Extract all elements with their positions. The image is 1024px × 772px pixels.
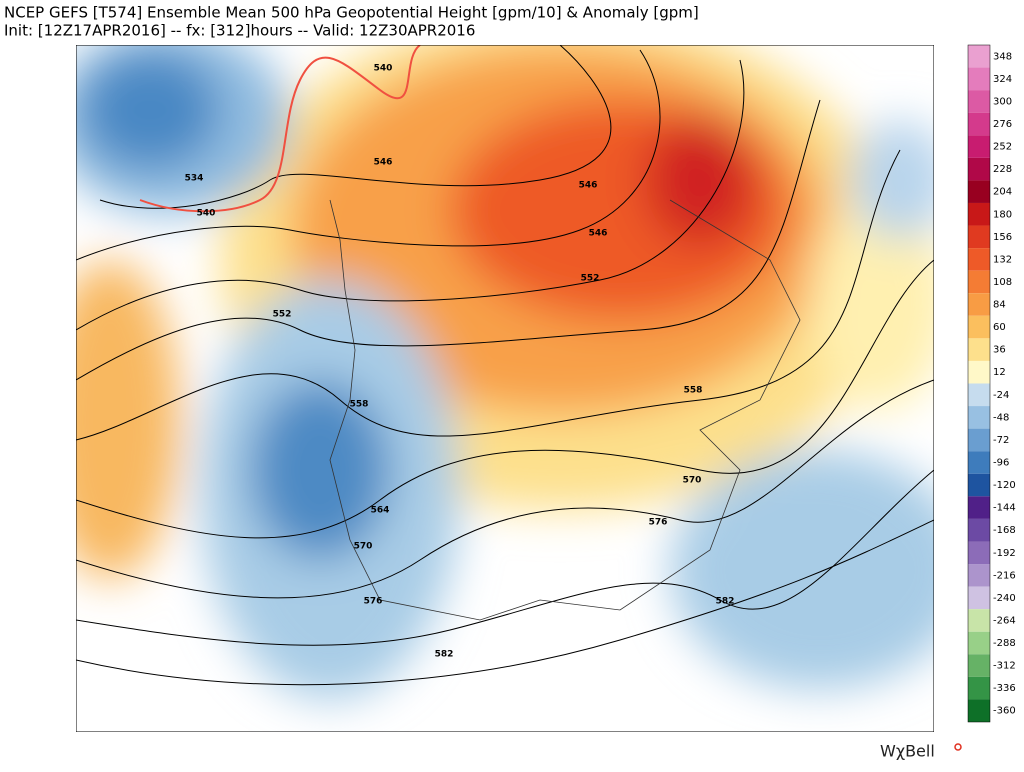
colorbar-label: 228 <box>993 164 1012 175</box>
colorbar-swatch <box>968 67 990 91</box>
colorbar-swatch <box>968 45 990 68</box>
colorbar-label: -288 <box>993 638 1016 649</box>
colorbar-swatch <box>968 609 990 632</box>
colorbar-swatch <box>968 564 990 587</box>
colorbar-label: -72 <box>993 435 1009 446</box>
map-area <box>76 45 934 732</box>
colorbar-swatch <box>968 541 990 565</box>
contour-label: 546 <box>374 158 393 168</box>
colorbar-swatch <box>968 315 990 339</box>
contour-label: 558 <box>684 386 703 396</box>
colorbar-swatch <box>968 586 990 610</box>
colorbar-label: -144 <box>993 503 1016 514</box>
colorbar-label: -96 <box>993 457 1009 468</box>
colorbar-swatch <box>968 699 990 722</box>
colorbar-label: 12 <box>993 367 1006 378</box>
contour-label: 576 <box>649 518 668 528</box>
colorbar-swatch <box>968 518 990 542</box>
colorbar-swatch <box>968 338 990 361</box>
contour-label: 576 <box>364 597 383 607</box>
colorbar-swatch <box>968 406 990 429</box>
colorbar-label: 252 <box>993 142 1012 153</box>
colorbar-label: 276 <box>993 119 1012 130</box>
contour-label: 582 <box>435 650 454 660</box>
colorbar-swatch <box>968 631 990 655</box>
colorbar-swatch <box>968 180 990 203</box>
colorbar-label: -264 <box>993 615 1016 626</box>
contour-label: 552 <box>581 274 600 284</box>
contour-label: 570 <box>354 542 373 552</box>
colorbar-swatch <box>968 157 990 181</box>
logo-dot <box>954 743 962 751</box>
colorbar-swatch <box>968 225 990 249</box>
contour-label: 558 <box>350 400 369 410</box>
contour-label: 546 <box>589 229 608 239</box>
colorbar-label: -312 <box>993 661 1016 672</box>
contour-label: 540 <box>197 209 216 219</box>
colorbar-label: -192 <box>993 548 1016 559</box>
colorbar-label: -168 <box>993 525 1016 536</box>
colorbar-label: 108 <box>993 277 1012 288</box>
colorbar: 348 324 300 276 252 228 204 180 156 132 108 84 60 36 1… <box>967 44 1016 723</box>
colorbar-frame <box>967 44 991 723</box>
contour-label: 552 <box>273 310 292 320</box>
contour-label: 570 <box>683 476 702 486</box>
colorbar-swatch <box>968 383 990 407</box>
colorbar-label: 324 <box>993 74 1012 85</box>
contour-label: 564 <box>371 506 390 516</box>
contour-label: 534 <box>185 174 204 184</box>
colorbar-swatch <box>968 112 990 136</box>
colorbar-label: -48 <box>993 412 1009 423</box>
colorbar-swatch <box>968 451 990 474</box>
colorbar-label: 156 <box>993 232 1012 243</box>
colorbar-label: -336 <box>993 683 1016 694</box>
colorbar-label: 84 <box>993 300 1006 311</box>
title: NCEP GEFS [T574] Ensemble Mean 500 hPa G… <box>4 4 699 22</box>
colorbar-label: 36 <box>993 345 1006 356</box>
colorbar-label: 348 <box>993 51 1012 62</box>
colorbar-swatch <box>968 360 990 384</box>
colorbar-label: -120 <box>993 480 1016 491</box>
colorbar-label: 60 <box>993 322 1006 333</box>
colorbar-swatch <box>968 248 990 271</box>
colorbar-swatch <box>968 90 990 113</box>
colorbar-label: 132 <box>993 254 1012 265</box>
colorbar-swatch <box>968 496 990 519</box>
contour-label: 582 <box>716 597 735 607</box>
colorbar-swatch <box>968 135 990 158</box>
colorbar-swatch <box>968 202 990 226</box>
colorbar-label: -240 <box>993 593 1016 604</box>
colorbar-swatch <box>968 676 990 700</box>
colorbar-label: 204 <box>993 187 1012 198</box>
colorbar-swatch <box>968 473 990 497</box>
contour-label: 546 <box>579 181 598 191</box>
colorbar-swatch <box>968 654 990 677</box>
colorbar-label: 300 <box>993 96 1012 107</box>
contour-labels: 540 534 540 546 546 546 552 552 558 558 564 570 570 5… <box>185 64 735 660</box>
colorbar-swatch <box>968 270 990 294</box>
colorbar-label: -24 <box>993 390 1009 401</box>
subtitle: Init: [12Z17APR2016] -- fx: [312]hours -… <box>4 22 475 40</box>
colorbar-swatch <box>968 293 990 316</box>
contour-label: 540 <box>374 64 393 74</box>
colorbar-label: -216 <box>993 570 1016 581</box>
colorbar-label: -360 <box>993 706 1016 717</box>
colorbar-label: 180 <box>993 209 1012 220</box>
colorbar-swatch <box>968 428 990 452</box>
logo: WχBell <box>880 742 935 761</box>
